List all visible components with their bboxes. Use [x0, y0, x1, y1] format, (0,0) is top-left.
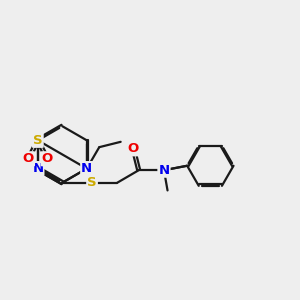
- Text: S: S: [33, 134, 43, 147]
- Text: O: O: [23, 152, 34, 165]
- Text: N: N: [158, 164, 169, 177]
- Text: O: O: [42, 152, 53, 165]
- Text: N: N: [32, 162, 44, 175]
- Text: O: O: [128, 142, 139, 155]
- Text: S: S: [87, 176, 97, 189]
- Text: N: N: [81, 162, 92, 175]
